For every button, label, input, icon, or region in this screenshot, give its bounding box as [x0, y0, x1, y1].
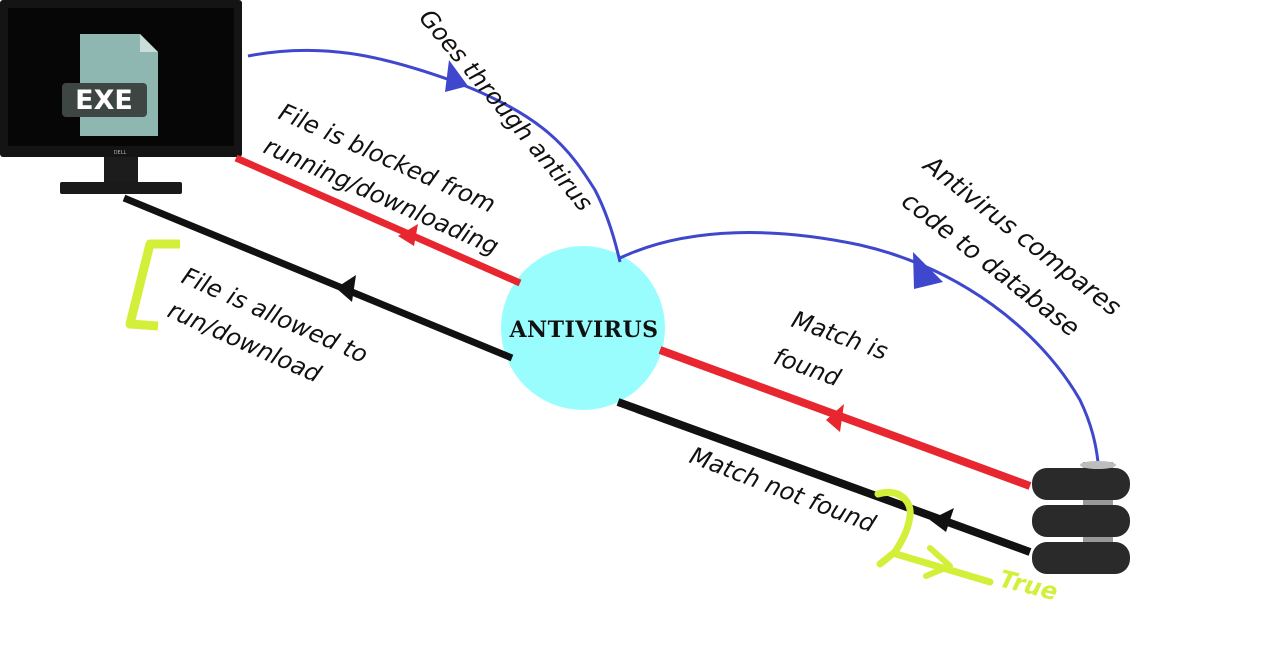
- monitor-brand: DELL: [114, 150, 127, 156]
- red-line-match: [658, 346, 1032, 490]
- red-line-blocked: [234, 154, 522, 287]
- blue-arrowhead-2: [913, 252, 943, 289]
- db-disk-1: [1032, 468, 1130, 500]
- db-disk-2: [1032, 505, 1130, 537]
- antivirus-label: ANTIVIRUS: [508, 317, 658, 343]
- black-arrowhead-not-found: [930, 508, 954, 532]
- black-arrowhead-allowed: [336, 275, 356, 302]
- red-arrowhead-blocked: [398, 224, 418, 246]
- red-arrowhead-match: [826, 404, 844, 432]
- true-bracket: [874, 489, 914, 568]
- edge-compares-to-database: Antivirus compares code to database: [619, 149, 1127, 463]
- edge-match-not-found: Match not found: [616, 398, 1032, 556]
- antivirus-circle: [501, 246, 665, 410]
- monitor-base: [60, 182, 182, 194]
- exe-label: EXE: [75, 85, 133, 116]
- database-icon: [1032, 461, 1130, 574]
- allowed-bracket: [125, 239, 180, 331]
- computer-monitor: EXE DELL: [0, 0, 242, 194]
- true-arrowhead: [923, 545, 953, 579]
- exe-file-icon: EXE: [62, 34, 158, 136]
- black-line-allowed: [122, 194, 514, 362]
- antivirus-node: ANTIVIRUS: [501, 246, 665, 410]
- true-annotation: True: [874, 489, 1061, 606]
- db-disk-3: [1032, 542, 1130, 574]
- black-line-not-found: [616, 398, 1032, 556]
- blue-curve-2: [619, 231, 1100, 463]
- match-found-label-line2: found: [770, 342, 845, 392]
- blue-arrowhead-1: [445, 60, 468, 92]
- monitor-neck: [104, 157, 138, 183]
- blue-curve-1: [247, 48, 622, 263]
- edge-file-blocked: File is blocked from running/downloading: [234, 98, 522, 287]
